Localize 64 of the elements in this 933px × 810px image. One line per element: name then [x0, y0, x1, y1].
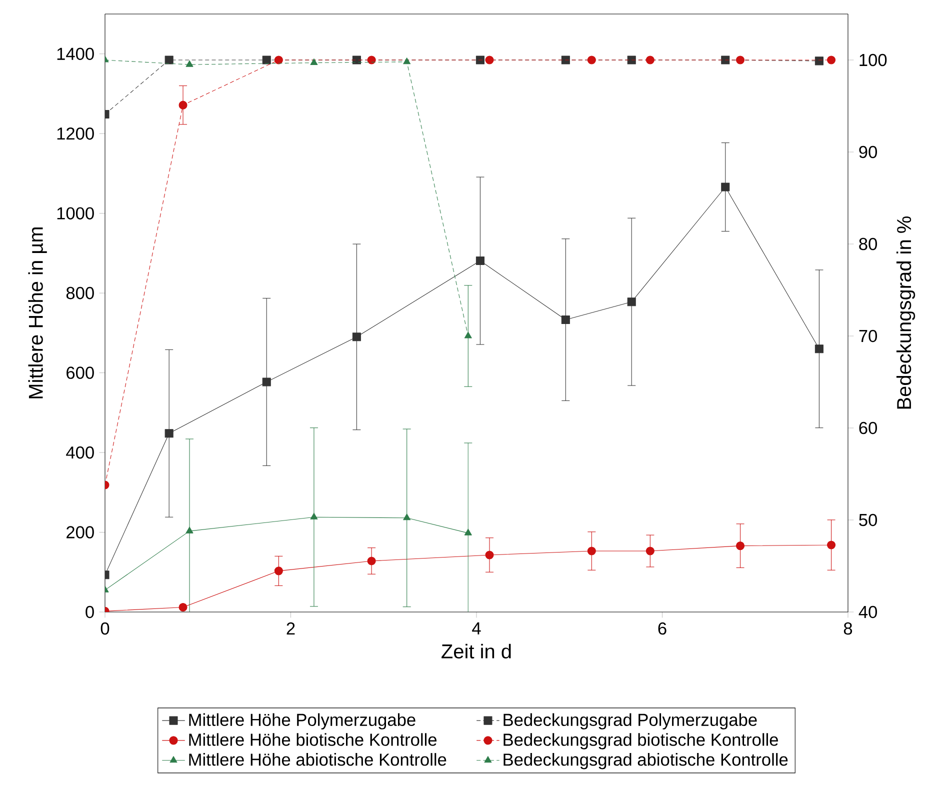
point: [352, 332, 361, 342]
y-tick-label: 400: [66, 446, 94, 459]
point: [587, 56, 596, 64]
y2-tick-label: 40: [858, 606, 877, 618]
y-tick-label: 200: [66, 526, 94, 538]
point: [403, 58, 411, 64]
legend-label: Bedeckungsgrad abiotische Kontrolle: [504, 753, 788, 770]
y2-axis-title: Bedeckungsgrad in %: [896, 216, 916, 409]
point: [178, 602, 188, 612]
y2-tick-label: 60: [859, 422, 877, 434]
point: [627, 298, 636, 306]
legend-label: Mittlere Höhe Polymerzugabe: [189, 713, 416, 730]
y-tick-label: 0: [86, 606, 94, 618]
point: [485, 550, 494, 560]
x-tick-label: 2: [286, 622, 295, 634]
point: [310, 58, 318, 66]
x-axis-title: Zeit in d: [442, 644, 511, 658]
point: [367, 556, 376, 566]
x-tick-label: 4: [472, 622, 481, 634]
point: [310, 512, 318, 520]
point: [485, 56, 494, 64]
x-tick-label: 0: [100, 622, 110, 635]
point: [736, 542, 745, 550]
y-tick-label: 600: [66, 366, 94, 379]
y-tick-label: 1000: [57, 207, 94, 220]
point: [646, 546, 654, 556]
point: [186, 526, 194, 534]
point: [403, 514, 411, 520]
y2-tick-label: 100: [860, 54, 887, 66]
x-tick-label: 6: [658, 622, 666, 635]
point: [827, 540, 836, 550]
legend-label: Bedeckungsgrad biotische Kontrolle: [504, 733, 778, 750]
point: [164, 429, 174, 438]
y-axis-title: Mittlere Höhe in µm: [28, 227, 47, 398]
point: [587, 546, 596, 556]
point: [262, 378, 271, 386]
legend-label: Mittlere Höhe biotische Kontrolle: [189, 733, 437, 746]
point: [367, 56, 376, 64]
point: [827, 56, 836, 64]
point: [262, 56, 271, 64]
legend-label: Mittlere Höhe abiotische Kontrolle: [189, 753, 446, 766]
y-tick-label: 1200: [57, 127, 94, 140]
legend-label: Bedeckungsgrad Polymerzugabe: [504, 713, 757, 730]
y2-tick-label: 90: [859, 146, 877, 158]
point: [274, 566, 283, 576]
point: [476, 256, 484, 266]
y2-tick-label: 50: [859, 514, 877, 526]
point: [561, 316, 570, 324]
point: [814, 344, 824, 354]
y2-tick-label: 80: [859, 238, 877, 250]
point: [736, 56, 745, 64]
y2-tick-label: 70: [859, 330, 877, 342]
y-tick-label: 1400: [57, 48, 94, 60]
point: [164, 56, 174, 64]
point: [178, 100, 188, 110]
point: [464, 528, 472, 536]
point: [476, 56, 484, 64]
point: [274, 56, 283, 64]
point: [186, 60, 194, 67]
point: [646, 56, 654, 64]
y-tick-label: 800: [66, 286, 94, 300]
x-tick-label: 8: [844, 622, 852, 635]
point: [721, 182, 730, 192]
point: [464, 332, 472, 338]
